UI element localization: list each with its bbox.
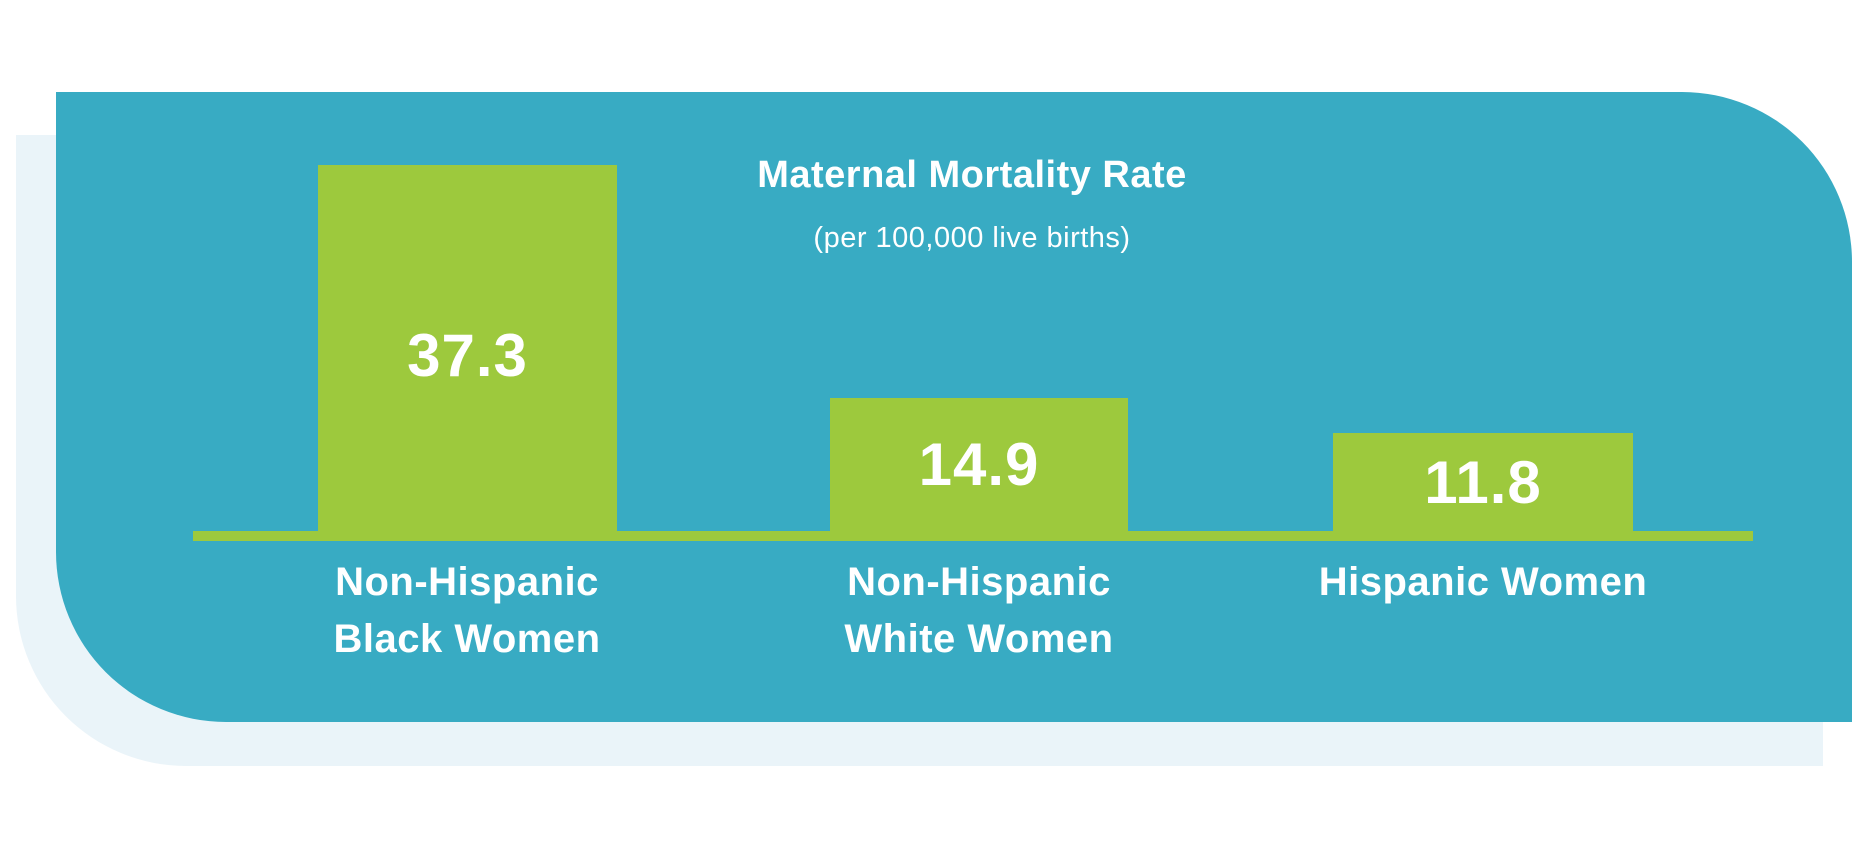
- bar-label-line: Non-Hispanic: [847, 560, 1111, 604]
- bar-label-non-hispanic-white-women: Non-Hispanic White Women: [759, 554, 1199, 668]
- chart-subtitle: (per 100,000 live births): [813, 222, 1131, 254]
- bar-label-non-hispanic-black-women: Non-Hispanic Black Women: [247, 554, 687, 668]
- bar-non-hispanic-white-women: 14.9: [830, 398, 1128, 531]
- chart-title: Maternal Mortality Rate: [757, 154, 1187, 196]
- bar-label-line: White Women: [844, 617, 1114, 661]
- bar-hispanic-women: 11.8: [1333, 433, 1633, 531]
- bar-label-hispanic-women: Hispanic Women: [1263, 554, 1703, 611]
- bar-label-line: Non-Hispanic: [335, 560, 599, 604]
- axis-baseline: [193, 531, 1753, 541]
- bar-value-non-hispanic-white-women: 14.9: [918, 431, 1040, 498]
- bar-value-hispanic-women: 11.8: [1424, 448, 1542, 516]
- bar-value-non-hispanic-black-women: 37.3: [407, 321, 528, 389]
- chart-card: Maternal Mortality Rate (per 100,000 liv…: [56, 92, 1852, 722]
- bar-label-line: Black Women: [333, 617, 601, 661]
- chart-title-block: Maternal Mortality Rate (per 100,000 liv…: [372, 154, 1572, 255]
- bar-non-hispanic-black-women: 37.3: [318, 165, 617, 531]
- bar-label-line: Hispanic Women: [1318, 560, 1648, 604]
